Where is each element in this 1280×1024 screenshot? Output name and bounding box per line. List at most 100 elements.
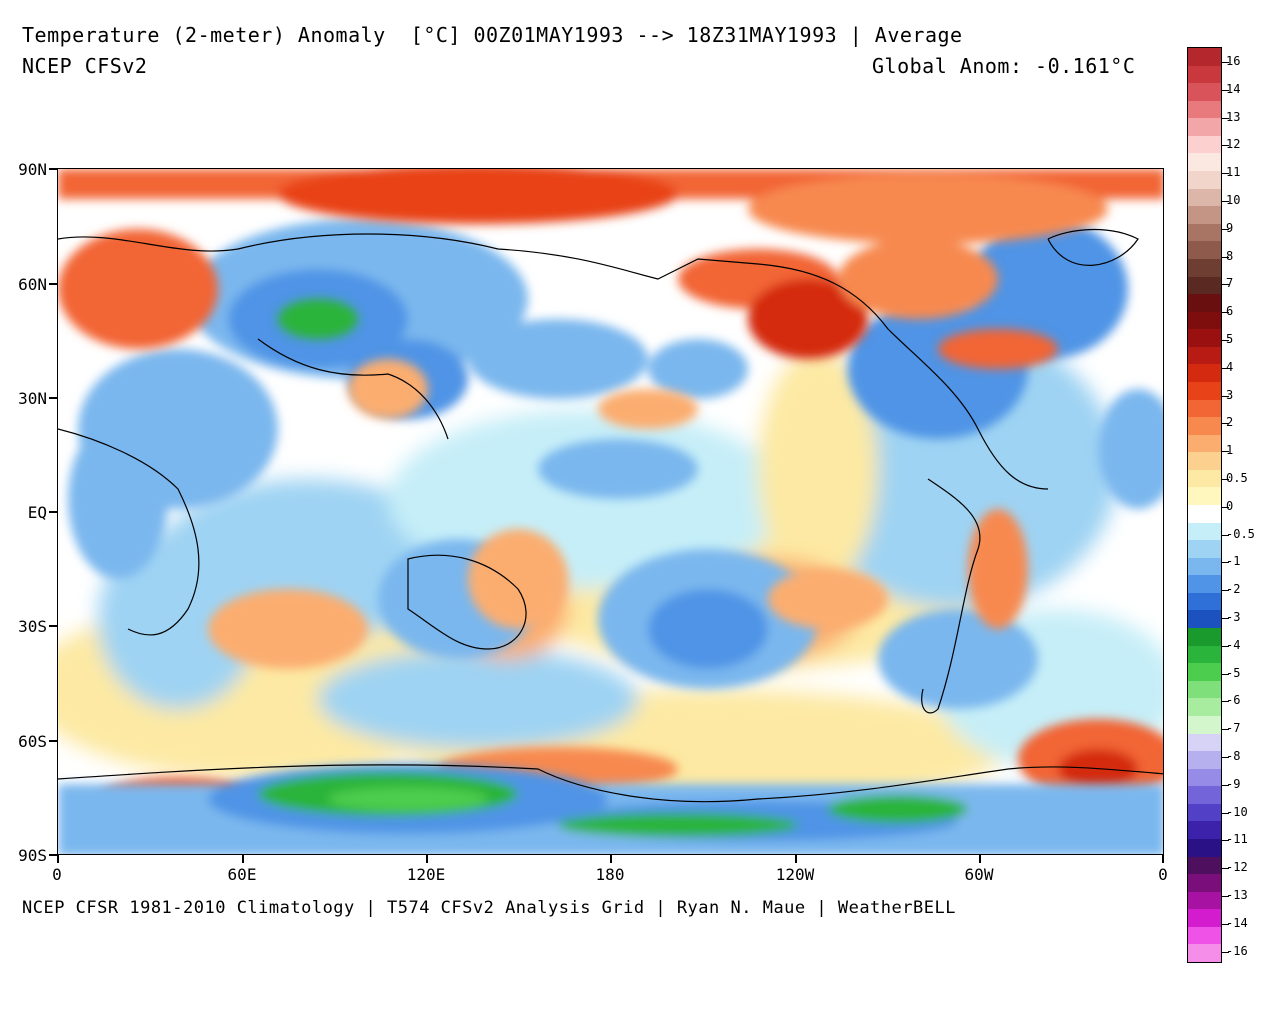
colorbar-label: -13 [1226,888,1248,902]
colorbar-swatch [1188,628,1221,647]
colorbar-swatch [1188,381,1221,401]
colorbar-label: -0.5 [1226,526,1255,541]
colorbar-label: -2 [1226,582,1241,597]
footer-credits: NCEP CFSR 1981-2010 Climatology | T574 C… [22,898,956,918]
colorbar-tick [1221,951,1229,953]
colorbar-tick [1221,618,1229,619]
colorbar-tick [1221,312,1229,314]
coastlines [58,229,1163,803]
colorbar-swatch [1188,329,1221,348]
colorbar-swatch [1188,65,1221,84]
colorbar-swatch [1188,276,1221,295]
colorbar-tick [1221,812,1229,814]
lat-tick [49,625,57,627]
colorbar-tick [1221,173,1229,175]
colorbar-tick [1221,896,1229,897]
colorbar-tick [1221,757,1229,758]
lon-tick [426,855,428,863]
lat-label-30s: 30S [18,617,47,636]
colorbar-tick [1221,284,1229,286]
colorbar-label: -11 [1226,832,1248,847]
colorbar-swatch [1188,294,1221,313]
colorbar-swatch [1188,610,1221,629]
colorbar-swatch [1188,768,1221,787]
colorbar-label: -10 [1226,804,1248,819]
colorbar-tick [1221,367,1229,369]
colorbar-swatch [1188,469,1221,488]
colorbar-swatch [1188,434,1221,453]
colorbar-label: 10 [1226,193,1241,207]
colorbar-tick [1221,923,1229,925]
colorbar-label: 5 [1226,332,1234,346]
colorbar-swatch [1188,346,1221,365]
colorbar-tick [1221,256,1229,258]
colorbar-label: 4 [1226,359,1234,374]
colorbar-swatch [1188,944,1221,963]
colorbar-tick [1221,840,1229,842]
lon-tick [610,855,612,863]
colorbar-swatch [1188,821,1221,840]
colorbar-swatch [1188,733,1221,752]
colorbar-label: -9 [1226,776,1241,791]
colorbar-swatch [1188,592,1221,611]
colorbar-label: 1 [1226,443,1234,458]
colorbar-label: 11 [1226,165,1241,180]
colorbar-swatch [1188,505,1221,524]
colorbar-tick [1221,645,1229,647]
colorbar-label: -12 [1226,860,1248,875]
colorbar-swatch [1188,874,1221,893]
colorbar-tick [1221,423,1229,425]
colorbar-tick [1221,729,1229,731]
colorbar-tick [1221,701,1229,703]
colorbar-swatch [1188,715,1221,734]
colorbar-tick [1221,673,1229,675]
colorbar-swatch [1188,909,1221,928]
colorbar-label: -8 [1226,749,1241,763]
colorbar-tick [1221,145,1229,147]
lat-label-90s: 90S [18,846,47,865]
lat-label-eq: EQ [27,503,47,522]
lat-tick [49,168,57,170]
lat-tick [49,283,57,285]
colorbar-swatch [1188,838,1221,858]
colorbar-swatch [1188,540,1221,559]
colorbar-label: 16 [1226,54,1241,68]
colorbar-swatch [1188,575,1221,594]
colorbar-label: 0 [1226,498,1234,513]
lon-label-60w: 60W [964,865,994,884]
lon-label-120e: 120E [406,865,446,884]
lat-tick [49,397,57,399]
colorbar-tick [1221,201,1229,202]
lon-tick [57,855,59,863]
colorbar-label: -3 [1226,610,1241,624]
colorbar-swatch [1188,522,1221,541]
colorbar-label: 6 [1226,304,1234,319]
colorbar-swatch [1188,698,1221,717]
colorbar-tick [1221,479,1229,480]
lon-tick [242,855,244,863]
colorbar-tick [1221,117,1229,119]
colorbar-swatch [1188,452,1221,471]
colorbar-label: -6 [1226,693,1241,708]
colorbar-label: -14 [1226,915,1248,930]
colorbar-swatch [1188,751,1221,770]
colorbar-swatch [1188,171,1221,190]
lat-label-30n: 30N [18,389,47,408]
colorbar-label: 9 [1226,220,1234,235]
colorbar-swatch [1188,645,1221,664]
colorbar-swatch [1188,100,1221,119]
antarctic-cold-band [58,299,1163,854]
colorbar-swatch [1188,118,1221,137]
lon-label-0: 0 [52,865,62,884]
colorbar-label: -16 [1226,943,1248,958]
colorbar-swatch [1188,188,1221,207]
colorbar-label: -1 [1226,554,1241,569]
lat-label-90n: 90N [18,160,47,179]
colorbar-tick [1221,784,1229,786]
lon-tick [979,855,981,863]
colorbar-tick [1221,590,1229,592]
colorbar-tick [1221,562,1229,564]
colorbar-tick [1221,506,1229,508]
colorbar-tick [1221,451,1229,453]
colorbar-swatch [1188,153,1221,172]
